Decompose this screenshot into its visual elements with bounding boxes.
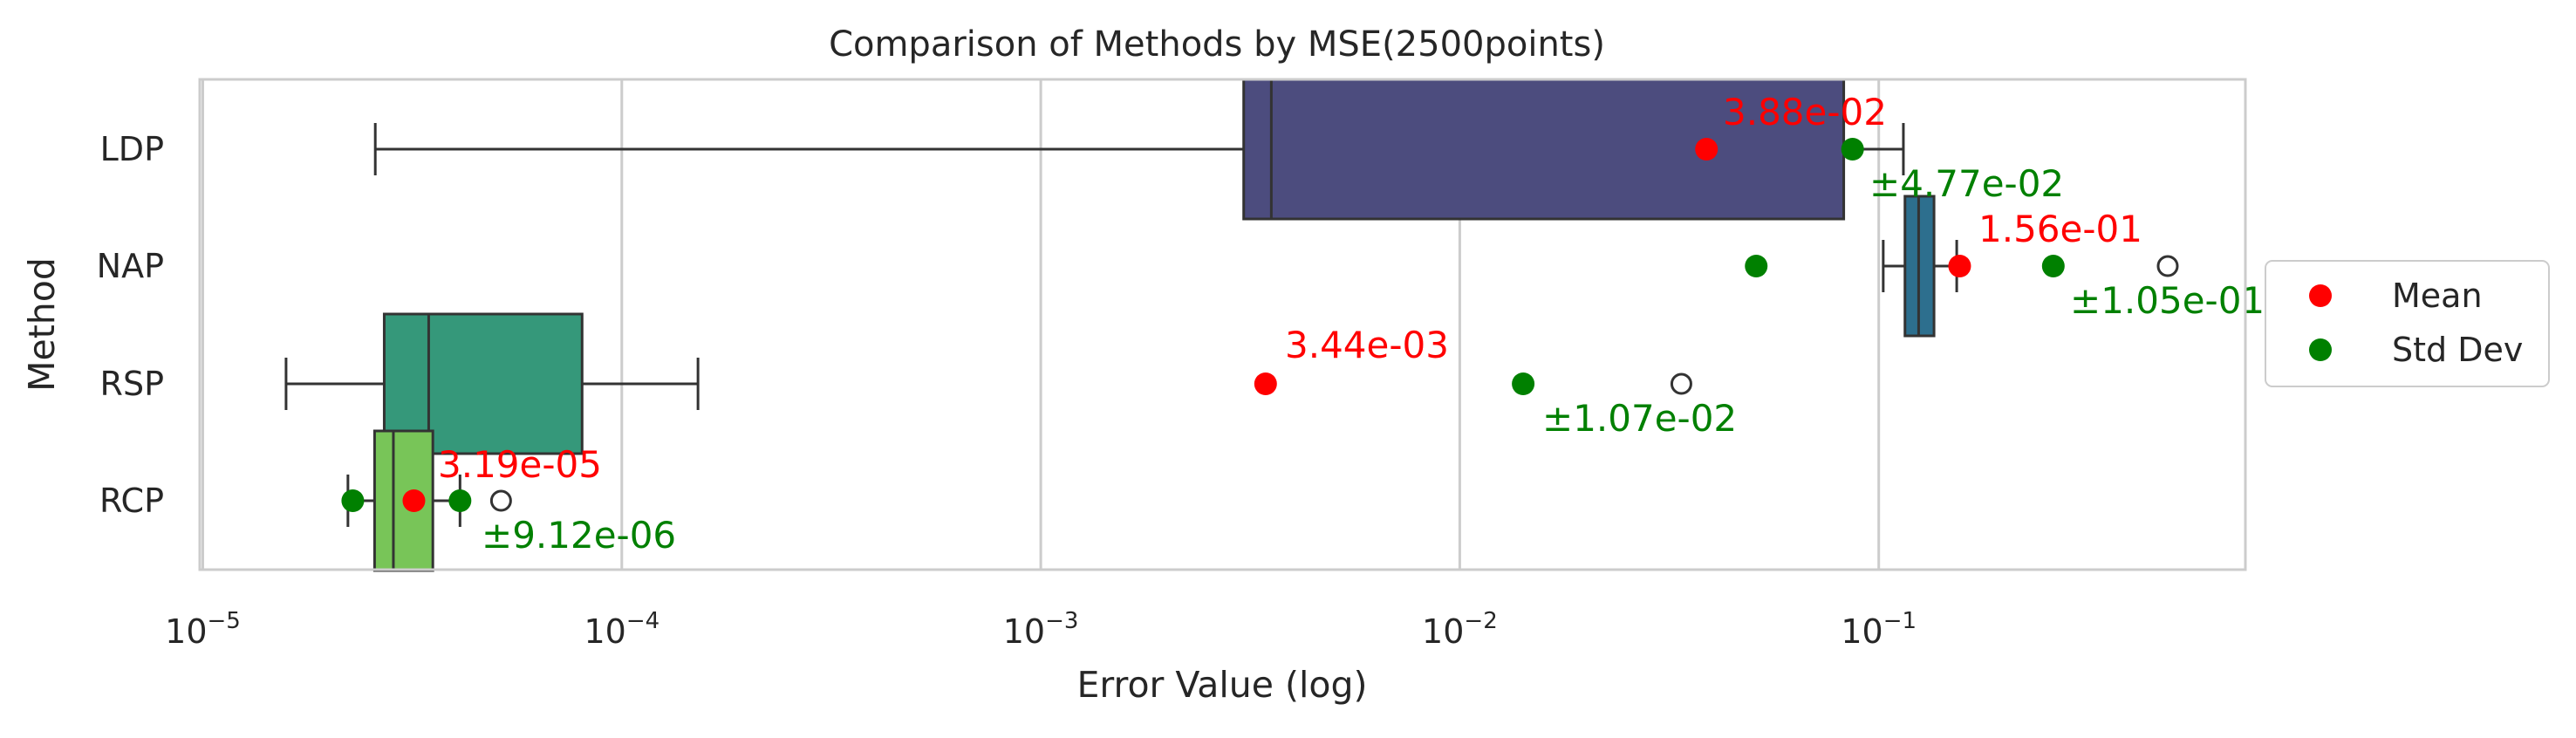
std-dev-value-label: ±9.12e-06: [482, 514, 676, 557]
x-tick-base: 10: [584, 612, 625, 651]
outlier-point: [1670, 372, 1692, 395]
legend-mean-label: Mean: [2392, 277, 2483, 315]
plot-frame: [198, 78, 2247, 571]
mean-point: [1695, 138, 1718, 161]
x-tick-label: 10−3: [1003, 608, 1079, 651]
x-tick-label: 10−5: [165, 608, 241, 651]
x-axis-label: Error Value (log): [1076, 664, 1367, 706]
x-tick-base: 10: [1003, 612, 1045, 651]
x-tick-exponent: −2: [1464, 608, 1497, 634]
y-tick-label: NAP: [97, 247, 164, 285]
iqr-box: [1242, 78, 1846, 221]
mean-value-label: 3.88e-02: [1723, 91, 1887, 133]
x-tick-labels: 10−5 10−4 10−3 10−2 10−1: [165, 608, 1917, 651]
x-tick-base: 10: [1422, 612, 1464, 651]
std-dev-value-label: ±4.77e-02: [1869, 162, 2064, 205]
x-tick-exponent: −3: [1045, 608, 1078, 634]
x-tick-label: 10−4: [584, 608, 659, 651]
mean-point: [1948, 255, 1971, 277]
x-tick-base: 10: [165, 612, 207, 651]
std-dev-value-label: ±1.05e-01: [2070, 279, 2265, 322]
std-dev-point: [1841, 138, 1864, 161]
y-tick-labels: LDP NAP RSP RCP: [97, 130, 164, 520]
x-tick-exponent: −5: [208, 608, 241, 634]
y-tick-label: LDP: [100, 130, 164, 168]
std-dev-point: [448, 489, 472, 512]
chart-title: Comparison of Methods by MSE(2500points): [829, 24, 1605, 65]
box-ldp: [373, 78, 1905, 221]
y-tick-label: RCP: [99, 482, 164, 520]
mean-point: [402, 489, 426, 512]
mean-value-label: 1.56e-01: [1978, 208, 2142, 250]
legend-std-label: Std Dev: [2392, 331, 2523, 369]
x-tick-base: 10: [1841, 612, 1882, 651]
mean-point: [1254, 372, 1277, 395]
legend-std-marker: [2309, 338, 2332, 361]
legend-box: [2265, 260, 2550, 387]
std-dev-point: [1745, 255, 1768, 277]
y-tick-label: RSP: [100, 365, 164, 403]
x-tick-label: 10−1: [1841, 608, 1917, 651]
box-nap: [1882, 195, 2179, 338]
x-tick-label: 10−2: [1422, 608, 1498, 651]
mean-value-label: 3.19e-05: [438, 443, 602, 486]
mean-value-label: 3.44e-03: [1285, 324, 1449, 366]
std-dev-point: [1512, 372, 1535, 395]
std-dev-point: [2041, 255, 2065, 277]
x-tick-exponent: −1: [1883, 608, 1917, 634]
std-dev-point: [341, 489, 365, 512]
legend-mean-marker: [2309, 284, 2332, 307]
outlier-point: [2156, 255, 2179, 277]
boxes: [284, 78, 2179, 572]
markers: 3.88e-02 ±4.77e-021.56e-01 ±1.05e-01 3.44e-…: [341, 91, 2265, 557]
outlier-point: [489, 489, 512, 512]
x-tick-exponent: −4: [626, 608, 659, 634]
legend: Mean Std Dev: [2265, 260, 2550, 387]
std-dev-value-label: ±1.07e-02: [1542, 397, 1737, 440]
y-axis-label: Method: [21, 257, 63, 392]
